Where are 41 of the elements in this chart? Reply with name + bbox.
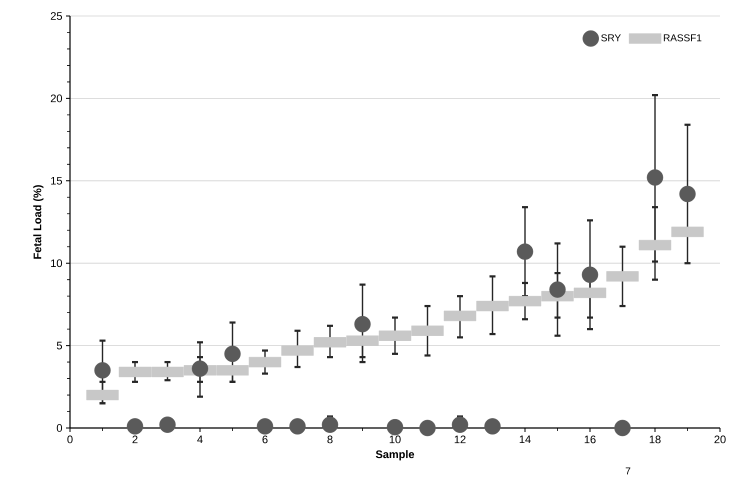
y-tick-label: 0: [56, 424, 62, 432]
x-tick-label: 4: [197, 436, 203, 444]
x-tick-label: 16: [584, 436, 596, 444]
x-tick-label: 2: [132, 436, 138, 444]
point: [386, 418, 404, 436]
x-tick-label: 12: [454, 436, 466, 444]
y-axis-title: Fetal Load (%): [33, 185, 44, 259]
point: [516, 243, 534, 260]
point: [322, 416, 338, 433]
point: [679, 186, 696, 202]
point: [354, 316, 371, 332]
legend-label: RASSF1: [664, 34, 702, 42]
y-tick-label: 20: [50, 94, 62, 102]
legend-label: SRY: [601, 34, 621, 42]
point: [289, 418, 306, 435]
x-tick-label: 18: [650, 436, 661, 444]
point: [452, 416, 468, 433]
text: 7: [626, 468, 630, 474]
x-axis-title: Sample: [376, 450, 414, 460]
point: [582, 266, 598, 283]
point: [646, 169, 664, 186]
point: [484, 418, 501, 435]
x-tick-label: 10: [390, 436, 401, 444]
x-tick-label: 20: [714, 436, 726, 444]
point: [224, 346, 241, 362]
x-tick-label: 6: [262, 436, 268, 444]
y-tick-label: 5: [56, 342, 62, 350]
y-tick-label: 25: [50, 12, 62, 20]
y-tick-label: 10: [51, 259, 62, 268]
point: [614, 420, 631, 436]
point: [159, 416, 176, 433]
point: [419, 420, 436, 436]
point: [94, 362, 111, 379]
x-tick-label: 0: [67, 436, 73, 444]
x-tick-label: 14: [520, 436, 531, 444]
point: [126, 418, 144, 435]
x-tick-label: 8: [327, 436, 333, 444]
y-tick-label: 15: [51, 176, 62, 185]
point: [549, 281, 566, 298]
point: [192, 360, 208, 377]
point: [256, 418, 274, 435]
